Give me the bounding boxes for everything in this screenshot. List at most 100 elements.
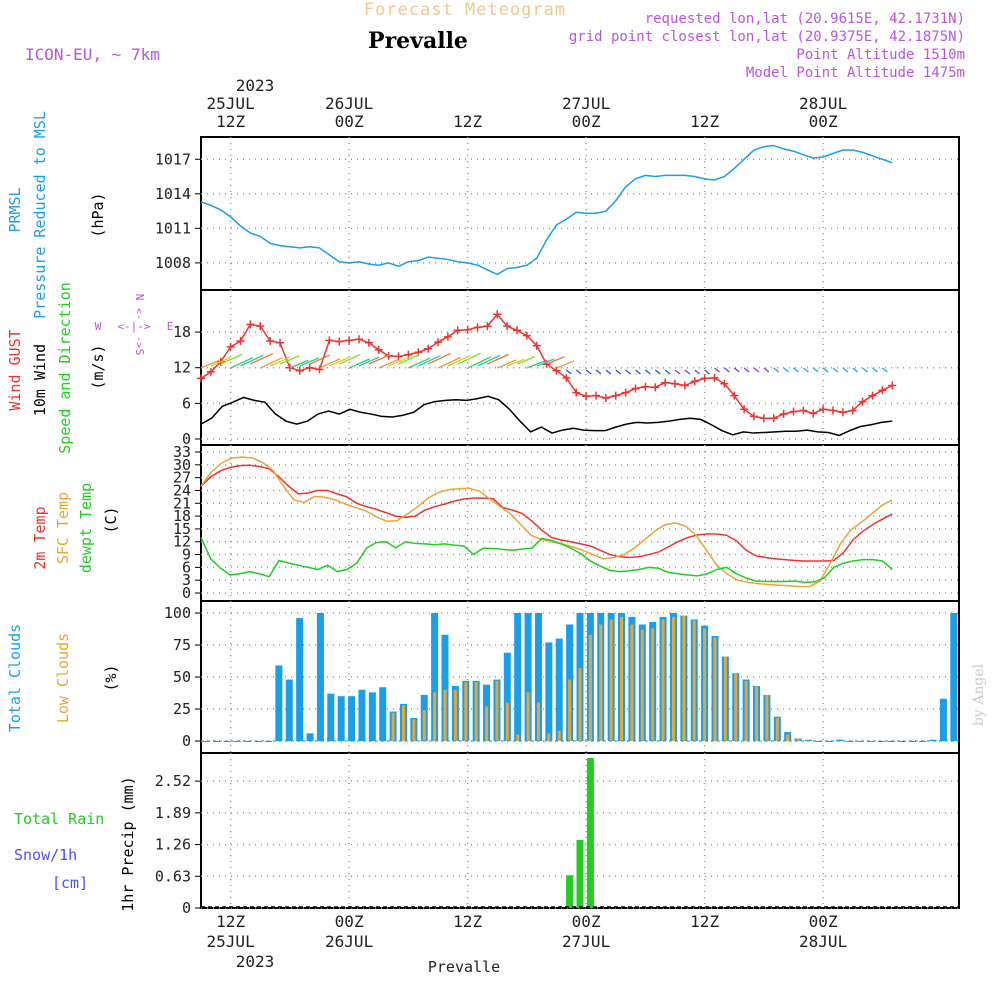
- low-cloud-bar: [734, 673, 738, 741]
- wind-gust-marker: [364, 338, 373, 347]
- wind-gust-marker: [295, 366, 304, 375]
- wind-direction-arrow: [644, 369, 651, 375]
- wind-gust-marker: [878, 386, 887, 395]
- wind-gust-marker: [848, 406, 857, 415]
- bottom-date-label: 25JUL: [207, 932, 255, 951]
- total-cloud-bar: [545, 642, 553, 741]
- wind-gust-marker: [888, 381, 897, 390]
- wind-direction-arrow: [329, 356, 350, 367]
- plot-layer: 12Z25JUL12Z25JUL00Z26JUL00Z26JUL12Z12Z00…: [155, 94, 960, 951]
- label-wind-gust: Wind GUST: [6, 329, 24, 410]
- wind-gust-marker: [434, 338, 442, 347]
- label-hpa: (hPa): [89, 192, 107, 237]
- y-tick-label: 15: [173, 520, 191, 538]
- wind-gust-marker: [483, 322, 492, 331]
- wind-gust-marker: [443, 332, 452, 341]
- rain-bar: [576, 840, 584, 908]
- bottom-time-label: 00Z: [809, 912, 838, 931]
- low-cloud-bar: [775, 717, 779, 741]
- y-tick-label: 30: [173, 456, 191, 474]
- wind-gust-marker: [424, 344, 433, 353]
- low-cloud-bar: [588, 634, 592, 741]
- wind-gust-marker: [789, 407, 798, 416]
- cloud-labels: Total Clouds Low Clouds (%): [6, 624, 120, 732]
- low-cloud-bar: [755, 685, 759, 741]
- wind-direction-arrow: [506, 358, 525, 367]
- wind-direction-arrow: [585, 369, 592, 375]
- wind-direction-arrow: [852, 367, 859, 373]
- wind-direction-arrow: [269, 356, 291, 367]
- y-tick-label: 24: [173, 481, 191, 499]
- wind-direction-arrow: [694, 369, 701, 375]
- label-total-rain: Total Rain: [14, 810, 104, 828]
- low-cloud-bar: [744, 680, 748, 741]
- bottom-time-label: 00Z: [335, 912, 364, 931]
- wind-gust-marker: [453, 326, 462, 335]
- wind-gust-marker: [700, 374, 709, 383]
- total-cloud-bar: [939, 698, 947, 741]
- wind-direction-arrow: [812, 367, 819, 373]
- wind-direction-arrow: [408, 357, 431, 369]
- y-tick-label: 18: [173, 507, 191, 525]
- bottom-date-label: 28JUL: [799, 932, 847, 951]
- wind-gust-marker: [532, 341, 541, 350]
- total-cloud-bar: [275, 665, 283, 741]
- wind-direction-arrow: [842, 367, 849, 373]
- y-tick-label: 0: [182, 732, 191, 750]
- low-cloud-bar: [391, 712, 395, 741]
- bottom-time-label: 00Z: [572, 912, 601, 931]
- top-year-label: 2023: [236, 76, 275, 95]
- wind-direction-arrow: [210, 356, 231, 367]
- grid-lonlat: grid point closest lon,lat (20.9375E, 42…: [569, 29, 965, 45]
- label-c: (C): [102, 506, 120, 533]
- compass-arrow-s: ->: [133, 336, 144, 348]
- wind-direction-arrow: [546, 356, 565, 365]
- wind-direction-arrow: [358, 356, 380, 367]
- wind-direction-arrow: [487, 353, 509, 365]
- low-cloud-bar: [682, 615, 686, 741]
- wind-direction-arrow: [427, 352, 451, 365]
- wind-gust-marker: [552, 366, 561, 375]
- wind-gust-marker: [463, 325, 472, 334]
- total-cloud-bar: [534, 613, 542, 741]
- label-percent: (%): [102, 664, 120, 691]
- low-cloud-bar: [412, 719, 416, 741]
- wind-direction-arrow: [457, 352, 481, 365]
- point-altitude: Point Altitude 1510m: [796, 47, 965, 63]
- wind-gust-marker: [671, 379, 679, 388]
- total-cloud-bar: [836, 739, 844, 741]
- wind-direction-arrow: [516, 355, 536, 365]
- wind-gust-marker: [522, 331, 531, 340]
- wind-direction-arrow: [783, 367, 790, 373]
- requested-lonlat: requested lon,lat (20.9615E, 42.1731N): [645, 11, 965, 27]
- wind-gust-marker: [236, 336, 245, 345]
- label-sfc-temp: SFC Temp: [54, 492, 72, 564]
- total-cloud-bar: [431, 613, 439, 741]
- total-cloud-bar: [555, 638, 563, 741]
- y-tick-label: 9: [182, 546, 191, 564]
- wind-gust-marker: [829, 406, 837, 415]
- temp-sfc-line: [200, 456, 893, 588]
- wind-direction-arrow: [753, 367, 760, 373]
- total-cloud-bar: [815, 741, 823, 742]
- wind-gust-marker: [621, 388, 630, 397]
- wind-gust-marker: [720, 379, 729, 388]
- label-low-clouds: Low Clouds: [54, 633, 72, 723]
- low-cloud-bar: [443, 689, 447, 741]
- model-label: ICON-EU, ~ 7km: [25, 45, 160, 64]
- wind-gust-marker: [799, 406, 808, 415]
- total-cloud-bar: [327, 693, 335, 741]
- wind-direction-arrow: [605, 369, 612, 375]
- compass-w: W: [95, 320, 102, 333]
- wind-gust-marker: [690, 377, 699, 386]
- y-tick-label: 50: [173, 668, 191, 686]
- wind-labels: Wind GUST 10m Wind Speed and Direction (…: [6, 282, 173, 454]
- wind-direction-arrow: [872, 367, 878, 373]
- compass-center: <-|->: [117, 320, 150, 333]
- total-cloud-bar: [379, 687, 387, 741]
- compass-n: N: [133, 294, 146, 301]
- y-tick-label: 1011: [155, 219, 191, 237]
- low-cloud-bar: [547, 733, 551, 741]
- y-tick-label: 6: [182, 558, 191, 576]
